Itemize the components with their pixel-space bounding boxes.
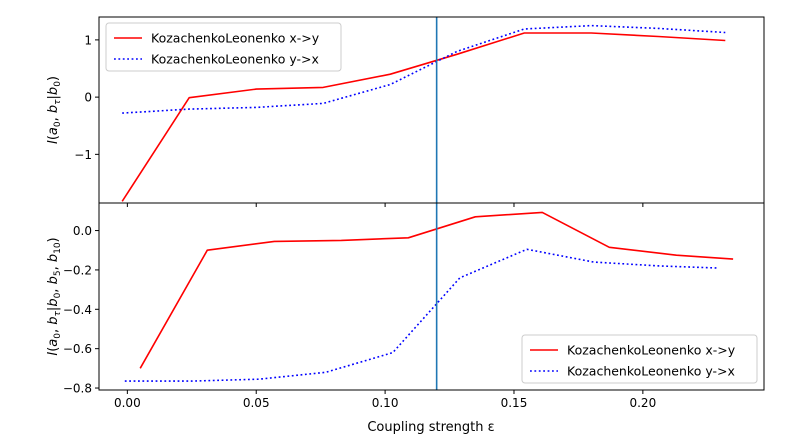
x-tick-label: 0.05 (243, 396, 270, 410)
legend-label: KozachenkoLeonenko x->y (567, 343, 736, 358)
y-tick-label: −0.6 (63, 342, 92, 356)
y-tick-label: −0.8 (63, 382, 92, 396)
series-line-x-to-y (121, 32, 726, 202)
top-y-axis-label: I(a0, bτ|b0) (46, 76, 63, 144)
y-tick-label: −0.2 (63, 263, 92, 277)
x-tick-label: 0.20 (629, 396, 656, 410)
x-tick-label: 0.10 (372, 396, 399, 410)
bottom-legend: KozachenkoLeonenko x->y KozachenkoLeonenk… (521, 334, 758, 384)
series-line-x-to-y (139, 211, 734, 369)
legend-label: KozachenkoLeonenko y->x (151, 52, 319, 67)
x-tick-label: 0.15 (501, 396, 528, 410)
legend-label: KozachenkoLeonenko x->y (151, 31, 320, 46)
bottom-y-axis-label: I(a0, bτ|b0, b5, b10) (46, 237, 63, 355)
legend-label: KozachenkoLeonenko y->x (567, 364, 735, 379)
y-tick-label: 0 (84, 91, 92, 105)
top-legend: KozachenkoLeonenko x->y KozachenkoLeonenk… (105, 22, 342, 72)
bottom-plot-frame (98, 202, 765, 391)
top-subplot: −1 0 1 I(a0, bτ|b0) KozachenkoLeonenko x->… (46, 16, 765, 207)
series-line-y-to-x (122, 24, 726, 114)
x-axis-label: Coupling strength ε (367, 420, 494, 435)
bottom-subplot: 0.00 0.05 0.10 0.15 0.20−0.8−0.6−0.4−0.20.0 … (46, 202, 765, 410)
y-tick-label: 0.0 (73, 224, 92, 238)
y-tick-label: 1 (84, 33, 92, 47)
legend-box (105, 22, 342, 72)
y-tick-label: −0.4 (63, 303, 92, 317)
x-tick-label: 0.00 (114, 396, 141, 410)
legend-box (521, 334, 758, 384)
series-line-y-to-x (124, 248, 718, 382)
y-tick-label: −1 (74, 148, 92, 162)
